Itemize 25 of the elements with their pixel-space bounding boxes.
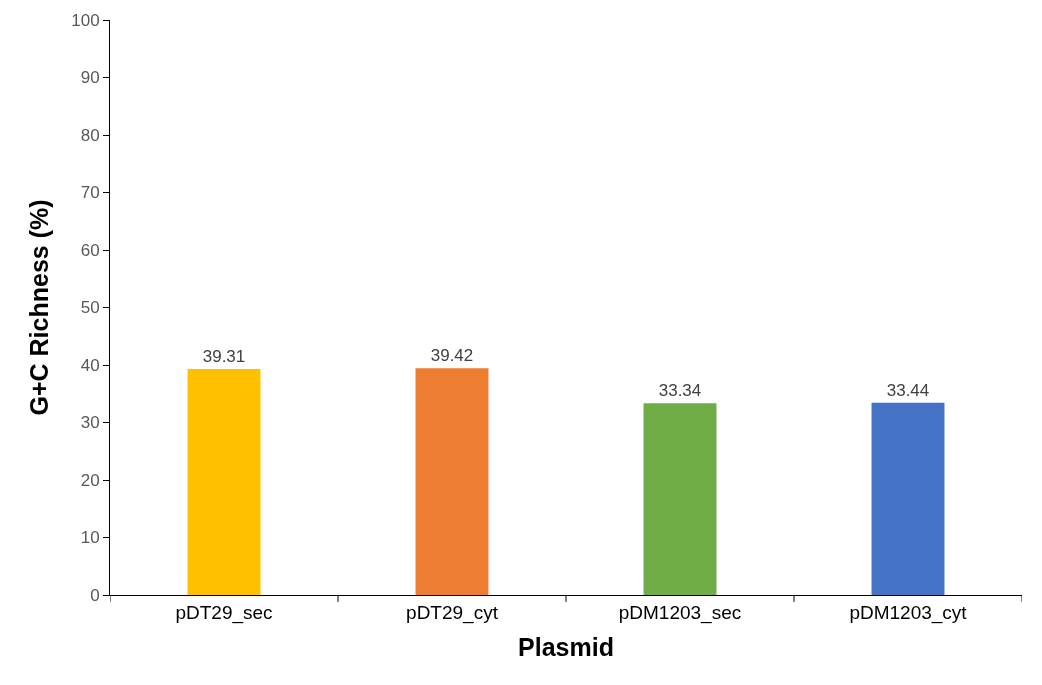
y-axis-title: G+C Richness (%) bbox=[24, 199, 53, 416]
y-tick-label: 80 bbox=[80, 125, 100, 145]
y-tick-label: 90 bbox=[80, 68, 100, 88]
y-tick-label: 60 bbox=[80, 240, 100, 260]
y-tick-label: 10 bbox=[80, 528, 100, 548]
y-tick-label: 0 bbox=[90, 585, 100, 605]
x-tick-label: pDM1203_sec bbox=[618, 601, 742, 624]
y-tick-label: 20 bbox=[80, 470, 100, 490]
y-tick-label: 50 bbox=[80, 298, 100, 318]
x-tick-label: pDT29_sec bbox=[175, 601, 273, 624]
bar bbox=[415, 368, 489, 595]
y-tick-label: 70 bbox=[80, 183, 100, 203]
y-tick-label: 30 bbox=[80, 413, 100, 433]
y-tick-label: 100 bbox=[71, 10, 100, 30]
x-tick-label: pDT29_cyt bbox=[406, 601, 499, 624]
data-label: 33.44 bbox=[886, 380, 930, 400]
x-axis-title: Plasmid bbox=[518, 632, 614, 661]
x-tick-label: pDM1203_cyt bbox=[849, 601, 968, 624]
bar bbox=[643, 403, 717, 595]
bar bbox=[871, 402, 945, 595]
bar bbox=[187, 368, 261, 595]
y-tick-label: 40 bbox=[80, 355, 100, 375]
data-label: 39.31 bbox=[202, 346, 246, 366]
data-label: 39.42 bbox=[430, 346, 474, 366]
data-label: 33.34 bbox=[658, 381, 702, 401]
